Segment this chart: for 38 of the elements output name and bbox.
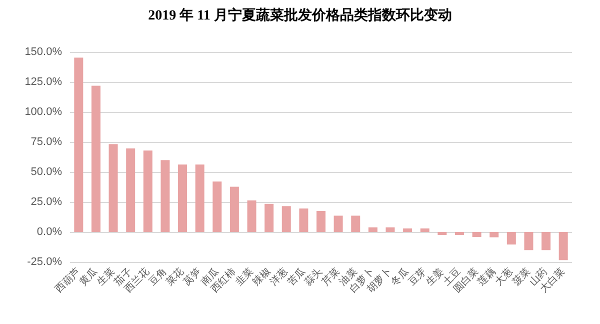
y-tick-label: 25.0%: [30, 196, 62, 208]
bar: [490, 232, 499, 238]
bar: [334, 216, 343, 232]
y-tick-label: 75.0%: [30, 136, 62, 148]
bar: [160, 160, 170, 232]
bar: [506, 232, 516, 244]
bar: [126, 148, 136, 232]
bar: [438, 232, 447, 235]
bar: [524, 232, 534, 250]
bar: [351, 216, 360, 232]
bar: [91, 86, 100, 232]
bar: [368, 227, 378, 232]
bar: [74, 58, 84, 232]
bar: [230, 186, 239, 232]
bar: [264, 204, 274, 232]
bar: [282, 206, 291, 232]
bar: [143, 150, 152, 232]
bar: [472, 232, 482, 238]
bar: [403, 228, 412, 232]
bar: [558, 232, 568, 260]
bar: [247, 200, 256, 232]
bar: [212, 181, 222, 232]
bar: [299, 208, 308, 232]
bar: [454, 232, 464, 235]
y-tick-label: -25.0%: [27, 256, 62, 268]
bar: [386, 227, 395, 232]
bar: [195, 164, 204, 232]
y-tick-label: 100.0%: [24, 106, 62, 118]
y-tick-label: 125.0%: [24, 76, 62, 88]
bar: [420, 228, 430, 232]
bar: [542, 232, 551, 250]
bar: [316, 211, 326, 232]
bar: [178, 164, 188, 232]
y-tick-label: 50.0%: [30, 166, 62, 178]
y-tick-label: 0.0%: [36, 226, 62, 238]
y-tick-label: 150.0%: [24, 46, 62, 58]
chart-title: 2019 年 11 月宁夏蔬菜批发价格品类指数环比变动: [148, 6, 452, 24]
bar: [108, 144, 118, 232]
